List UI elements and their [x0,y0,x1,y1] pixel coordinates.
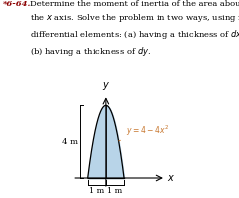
Text: 1 m: 1 m [107,187,123,195]
Text: $y = 4 - 4x^2$: $y = 4 - 4x^2$ [119,124,169,141]
Text: Determine the moment of inertia of the area about
the $x$ axis. Solve the proble: Determine the moment of inertia of the a… [30,0,239,58]
Text: 1 m: 1 m [89,187,104,195]
Text: $y$: $y$ [102,80,110,92]
Text: 4 m: 4 m [62,138,78,146]
Text: *6-64.: *6-64. [2,0,31,8]
Text: $x$: $x$ [167,173,175,183]
